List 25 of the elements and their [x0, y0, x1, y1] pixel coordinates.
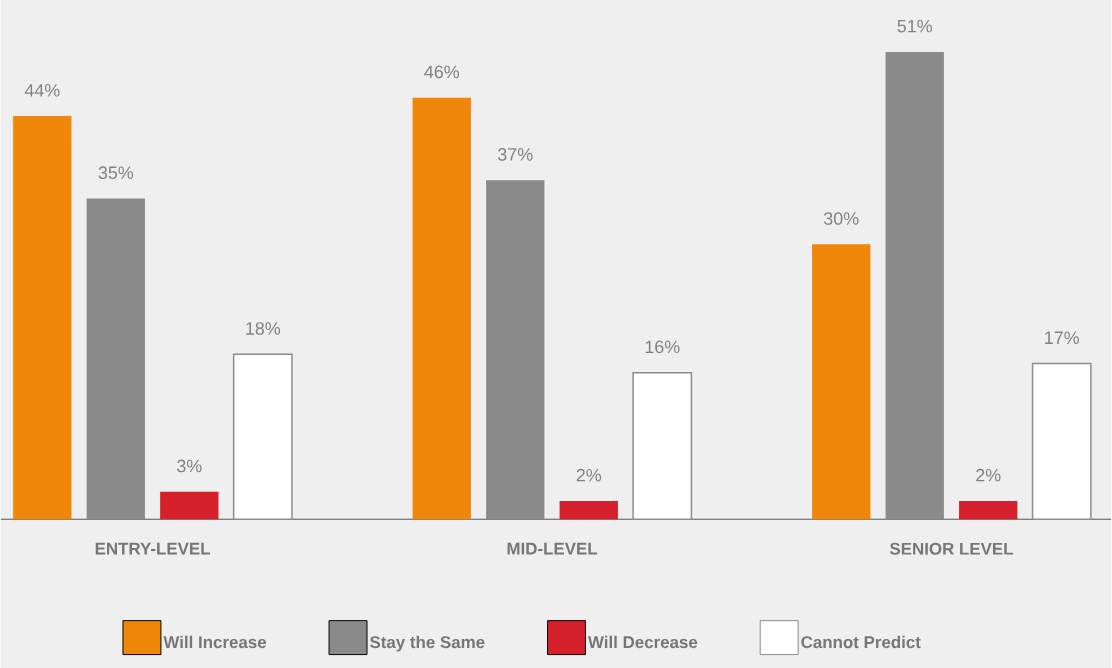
data-label: 2%	[976, 468, 1001, 482]
legend-label: Stay the Same	[369, 635, 485, 652]
bar	[812, 244, 871, 520]
data-label: 16%	[645, 340, 680, 354]
data-label: 37%	[498, 148, 533, 161]
bar	[959, 500, 1018, 520]
x-tick-label: SENIOR LEVEL	[889, 542, 1013, 555]
data-label: 35%	[98, 166, 134, 180]
bar	[160, 491, 219, 520]
legend-label: Will Decrease	[587, 635, 698, 649]
data-label: 51%	[897, 19, 932, 33]
data-label: 30%	[823, 212, 859, 225]
data-label: 44%	[24, 84, 60, 97]
data-label: 18%	[246, 322, 281, 335]
data-label: 17%	[1045, 331, 1079, 344]
x-tick-label: MID-LEVEL	[507, 542, 598, 555]
data-label: 46%	[424, 65, 460, 79]
data-label: 3%	[177, 459, 202, 473]
bar	[559, 500, 618, 520]
data-label: 2%	[576, 468, 602, 482]
bar	[412, 97, 471, 520]
legend-label: Cannot Predict	[801, 635, 921, 649]
bar	[13, 116, 72, 520]
legend-label: Will Increase	[163, 635, 267, 649]
x-tick-label: ENTRY-LEVEL	[95, 542, 210, 555]
